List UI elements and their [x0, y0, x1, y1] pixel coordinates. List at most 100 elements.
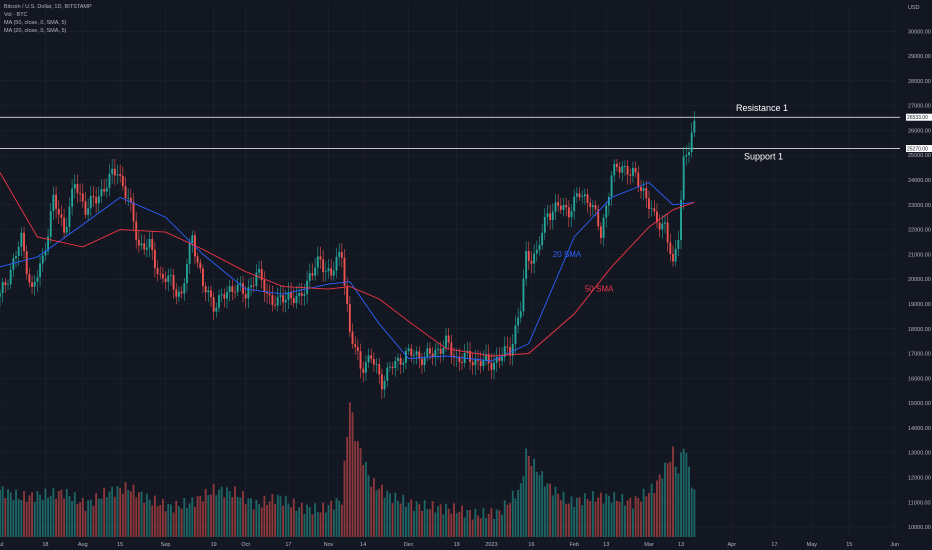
candle-body	[177, 291, 180, 297]
volume-bar	[477, 515, 479, 537]
candle-body	[554, 202, 557, 212]
volume-bar	[97, 498, 100, 537]
candle-body	[506, 346, 509, 348]
time-tick-label: 13	[678, 542, 684, 548]
volume-bar	[244, 504, 247, 537]
price-tick-label: 26000.00	[908, 128, 931, 134]
candle-body	[12, 258, 15, 270]
time-tick-label: 17	[771, 542, 777, 548]
candle-body	[292, 298, 295, 304]
candle-body	[346, 285, 349, 305]
time-tick-label: Sep	[161, 542, 171, 548]
candle-body	[81, 193, 84, 202]
candle-body	[15, 256, 17, 259]
candle-body	[653, 208, 656, 212]
volume-bar	[161, 499, 164, 537]
candle-body	[87, 208, 90, 215]
candle-body	[447, 335, 450, 343]
volume-bar	[255, 499, 258, 537]
symbol-title[interactable]: Bitcoin / U.S. Dollar, 1D, BITSTAMP	[4, 4, 92, 10]
candle-body	[49, 211, 52, 237]
candle-body	[530, 260, 533, 264]
candle-body	[183, 283, 186, 294]
candle-body	[567, 207, 570, 218]
volume-bar	[212, 483, 215, 537]
candle-body	[583, 194, 586, 197]
chart-grid	[0, 4, 900, 537]
volume-bar	[615, 500, 618, 537]
candle-body	[132, 202, 135, 222]
candle-body	[391, 366, 394, 369]
candle-body	[196, 256, 199, 263]
candle-body	[9, 269, 12, 285]
volume-bar	[375, 490, 378, 537]
volume-bar	[685, 452, 688, 537]
candle-body	[191, 235, 194, 244]
candle-body	[284, 299, 287, 303]
candle-body	[690, 132, 693, 153]
volume-bar	[399, 503, 402, 537]
volume-bar	[236, 496, 239, 537]
time-tick-label: 14	[360, 542, 366, 548]
volume-bar	[284, 495, 287, 537]
candle-body	[92, 196, 95, 198]
candle-body	[538, 245, 541, 250]
candle-body	[562, 205, 565, 210]
ma20-legend[interactable]: MA (20, close, 0, SMA, 5)	[4, 28, 67, 34]
volume-bar	[388, 493, 391, 537]
candle-body	[314, 267, 317, 276]
candle-body	[485, 354, 487, 361]
volume-legend[interactable]: Vol · BTC	[4, 12, 28, 18]
volume-bar	[186, 507, 188, 537]
volume-bar	[119, 488, 122, 537]
candle-body	[71, 188, 74, 207]
volume-bar	[252, 509, 255, 537]
candle-body	[95, 197, 98, 204]
volume-bar	[629, 497, 632, 537]
volume-bar	[25, 501, 28, 537]
candle-body	[228, 286, 231, 292]
candle-body	[31, 282, 33, 287]
candle-body	[356, 347, 359, 352]
time-tick-label: 15	[117, 542, 123, 548]
candle-body	[597, 209, 600, 227]
candle-body	[509, 347, 512, 356]
candle-body	[330, 268, 333, 276]
volume-bar	[36, 491, 39, 537]
volume-bar	[169, 504, 172, 537]
candle-body	[565, 205, 568, 208]
volume-bar	[76, 504, 79, 537]
candle-body	[618, 167, 621, 173]
candle-body	[623, 166, 626, 167]
candle-body	[546, 213, 549, 218]
volume-bar	[124, 482, 127, 537]
candle-body	[79, 193, 82, 194]
volume-bar	[664, 462, 666, 537]
volume-bar	[1, 486, 4, 537]
volume-bar	[442, 514, 445, 537]
candle-body	[68, 206, 71, 227]
volume-bar	[28, 495, 31, 537]
candle-body	[474, 359, 477, 366]
price-tick-label: 13000.00	[908, 451, 931, 457]
volume-bar	[567, 503, 570, 537]
candle-body	[266, 292, 268, 294]
volume-bar	[89, 499, 92, 537]
candle-body	[113, 168, 116, 176]
candle-body	[418, 351, 421, 359]
volume-bar	[274, 504, 277, 537]
time-axis[interactable]: Jul 18 Aug 15 Sep 19 Oct 17 Nov 14 Dec 19 2023 16 Feb 1…	[0, 542, 899, 548]
ma50-legend[interactable]: MA (50, close, 0, SMA, 5)	[4, 20, 67, 26]
volume-bar	[282, 505, 285, 537]
volume-bar	[591, 491, 594, 537]
volume-bar	[362, 464, 365, 537]
price-axis[interactable]: 10000.00 11000.00 12000.00 13000.00 14000.00…	[908, 29, 931, 531]
volume-bar	[461, 505, 463, 537]
candle-body	[47, 236, 50, 251]
volume-bar	[113, 496, 116, 537]
candle-body	[20, 232, 23, 247]
candle-body	[4, 282, 7, 286]
candle-body	[351, 331, 354, 345]
candle-body	[543, 217, 546, 233]
